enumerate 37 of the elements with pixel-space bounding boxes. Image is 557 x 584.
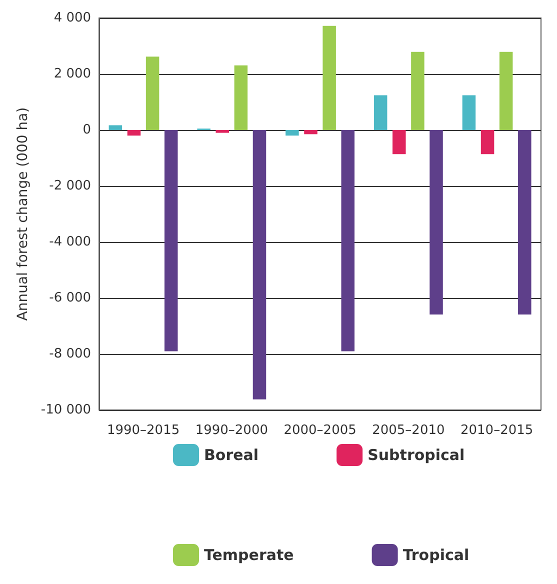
x-tick-label: 1990–2000 bbox=[195, 423, 268, 438]
y-tick-label: 0 bbox=[82, 122, 92, 138]
legend-label: Subtropical bbox=[368, 446, 465, 464]
y-tick-label: -8 000 bbox=[49, 346, 92, 362]
y-tick-label: 2 000 bbox=[54, 66, 92, 82]
y-tick-label: -6 000 bbox=[49, 290, 92, 306]
x-tick-label: 1990–2015 bbox=[106, 423, 180, 438]
bar bbox=[216, 130, 230, 133]
bar bbox=[411, 52, 424, 130]
bar bbox=[518, 130, 532, 315]
bar bbox=[127, 130, 141, 136]
bar bbox=[304, 130, 318, 134]
x-tick-label: 2010–2015 bbox=[460, 423, 534, 438]
y-axis-title: Annual forest change (000 ha) bbox=[15, 107, 31, 321]
bar bbox=[164, 130, 178, 352]
bar bbox=[252, 130, 266, 400]
bar bbox=[322, 26, 336, 130]
legend-label: Boreal bbox=[204, 446, 259, 464]
bar bbox=[146, 56, 160, 130]
legend-label: Temperate bbox=[204, 546, 294, 564]
x-tick-label: 2000–2005 bbox=[284, 423, 356, 438]
bar bbox=[108, 125, 122, 130]
y-tick-label: -10 000 bbox=[40, 402, 92, 418]
y-tick-label: 4 000 bbox=[54, 10, 92, 26]
bar bbox=[499, 52, 513, 130]
bar bbox=[480, 130, 494, 154]
bar bbox=[392, 130, 406, 154]
y-tick-label: -4 000 bbox=[49, 234, 92, 250]
bar bbox=[234, 65, 248, 130]
bar bbox=[462, 95, 476, 130]
y-tick-label: -2 000 bbox=[49, 178, 92, 194]
bar bbox=[374, 95, 388, 130]
legend-label: Tropical bbox=[402, 546, 470, 564]
bar bbox=[286, 130, 299, 136]
bar bbox=[430, 130, 443, 315]
bar bbox=[341, 130, 355, 352]
x-tick-label: 2005–2010 bbox=[372, 423, 445, 438]
